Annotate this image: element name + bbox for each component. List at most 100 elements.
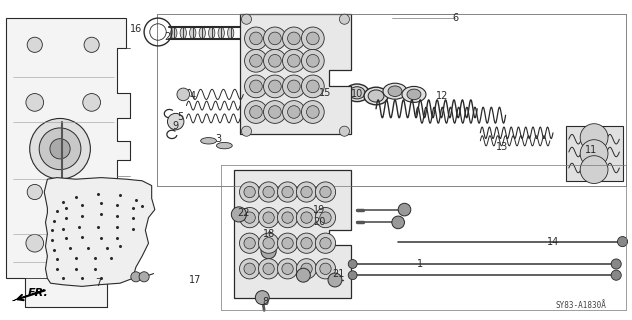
Ellipse shape xyxy=(349,87,365,99)
Text: 14: 14 xyxy=(547,236,559,247)
Circle shape xyxy=(307,106,319,118)
Polygon shape xyxy=(6,18,130,307)
Circle shape xyxy=(263,237,274,249)
Circle shape xyxy=(580,140,608,167)
Circle shape xyxy=(240,233,260,253)
Circle shape xyxy=(264,49,286,72)
Ellipse shape xyxy=(190,27,196,39)
Text: 15: 15 xyxy=(319,88,332,98)
Ellipse shape xyxy=(407,89,421,100)
Circle shape xyxy=(30,118,90,179)
Circle shape xyxy=(245,75,267,98)
Bar xyxy=(566,126,623,181)
Text: 12: 12 xyxy=(436,91,449,101)
Ellipse shape xyxy=(364,87,388,105)
Circle shape xyxy=(258,182,279,202)
Circle shape xyxy=(296,207,317,228)
Circle shape xyxy=(283,27,305,50)
Circle shape xyxy=(245,49,267,72)
Circle shape xyxy=(264,100,286,124)
Text: 18: 18 xyxy=(262,228,275,239)
Text: 10: 10 xyxy=(351,89,363,100)
Ellipse shape xyxy=(180,27,186,39)
Circle shape xyxy=(244,186,255,198)
Circle shape xyxy=(282,186,293,198)
Circle shape xyxy=(269,54,281,67)
Ellipse shape xyxy=(218,27,224,39)
Circle shape xyxy=(231,207,246,222)
Circle shape xyxy=(277,233,298,253)
Circle shape xyxy=(288,106,300,118)
Circle shape xyxy=(241,126,252,136)
Text: 3: 3 xyxy=(215,134,221,144)
Circle shape xyxy=(27,184,42,200)
Text: FR.: FR. xyxy=(28,288,48,298)
Circle shape xyxy=(315,207,336,228)
Circle shape xyxy=(258,233,279,253)
Circle shape xyxy=(263,186,274,198)
Circle shape xyxy=(269,106,281,118)
Circle shape xyxy=(263,263,274,275)
Circle shape xyxy=(250,32,262,45)
Circle shape xyxy=(26,93,44,111)
Circle shape xyxy=(288,80,300,93)
Circle shape xyxy=(348,260,357,268)
Circle shape xyxy=(240,259,260,279)
Circle shape xyxy=(131,272,141,282)
Ellipse shape xyxy=(171,27,177,39)
Circle shape xyxy=(339,126,349,136)
Polygon shape xyxy=(240,14,351,134)
Circle shape xyxy=(301,263,312,275)
Circle shape xyxy=(288,32,300,45)
Ellipse shape xyxy=(402,86,426,102)
Circle shape xyxy=(315,182,336,202)
Text: 1: 1 xyxy=(417,259,423,269)
Circle shape xyxy=(250,80,262,93)
Circle shape xyxy=(240,207,260,228)
Circle shape xyxy=(83,93,100,111)
Circle shape xyxy=(348,271,357,280)
Circle shape xyxy=(27,37,42,52)
Circle shape xyxy=(296,233,317,253)
Circle shape xyxy=(26,234,44,252)
Circle shape xyxy=(263,212,274,223)
Circle shape xyxy=(301,186,312,198)
Circle shape xyxy=(320,263,331,275)
Circle shape xyxy=(611,259,621,269)
Polygon shape xyxy=(44,178,155,286)
Circle shape xyxy=(282,263,293,275)
Circle shape xyxy=(167,113,184,130)
Circle shape xyxy=(301,27,324,50)
Circle shape xyxy=(277,259,298,279)
Circle shape xyxy=(84,184,99,200)
Text: 16: 16 xyxy=(130,24,142,34)
Circle shape xyxy=(392,216,404,229)
Circle shape xyxy=(580,124,608,151)
Circle shape xyxy=(282,237,293,249)
Text: 9: 9 xyxy=(173,121,179,132)
Text: 6: 6 xyxy=(452,12,458,23)
Polygon shape xyxy=(13,290,44,301)
Ellipse shape xyxy=(201,138,216,144)
Circle shape xyxy=(617,236,628,247)
Circle shape xyxy=(301,75,324,98)
Circle shape xyxy=(83,234,100,252)
Circle shape xyxy=(264,75,286,98)
Circle shape xyxy=(283,49,305,72)
Circle shape xyxy=(296,268,310,282)
Circle shape xyxy=(301,100,324,124)
Circle shape xyxy=(258,207,279,228)
Ellipse shape xyxy=(216,142,233,149)
Circle shape xyxy=(250,54,262,67)
Circle shape xyxy=(301,212,312,223)
Text: 4: 4 xyxy=(190,91,196,101)
Circle shape xyxy=(255,291,269,305)
Text: 13: 13 xyxy=(496,142,509,152)
Circle shape xyxy=(39,128,81,170)
Circle shape xyxy=(283,100,305,124)
Circle shape xyxy=(611,270,621,280)
Text: 21: 21 xyxy=(332,268,344,279)
Circle shape xyxy=(296,182,317,202)
Text: 2: 2 xyxy=(164,32,171,42)
Circle shape xyxy=(328,273,342,287)
